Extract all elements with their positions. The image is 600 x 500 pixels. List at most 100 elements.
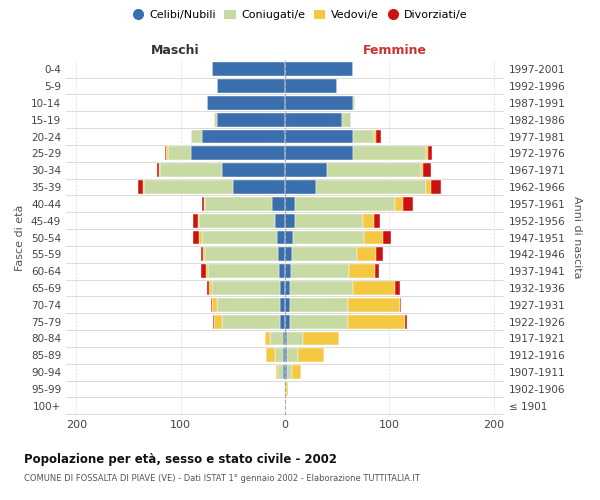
Bar [431, 180, 442, 194]
Bar [280, 314, 285, 328]
Bar [275, 348, 283, 362]
Bar [353, 146, 426, 160]
Bar [213, 314, 214, 328]
Bar [202, 197, 203, 210]
Bar [353, 96, 355, 110]
Bar [327, 164, 421, 177]
Bar [191, 146, 285, 160]
Bar [291, 264, 349, 278]
Bar [285, 382, 286, 396]
Bar [353, 281, 395, 295]
Bar [285, 79, 337, 93]
Bar [426, 180, 431, 194]
Bar [278, 248, 285, 261]
Bar [266, 348, 275, 362]
Bar [287, 348, 298, 362]
Bar [265, 332, 271, 345]
Bar [212, 62, 285, 76]
Bar [202, 130, 285, 143]
Bar [208, 264, 279, 278]
Y-axis label: Fasce di età: Fasce di età [16, 204, 25, 270]
Bar [200, 248, 203, 261]
Bar [283, 348, 285, 362]
Bar [285, 314, 290, 328]
Bar [143, 180, 144, 194]
Bar [212, 298, 217, 312]
Bar [287, 332, 303, 345]
Bar [285, 96, 353, 110]
Bar [295, 214, 363, 228]
Bar [290, 281, 353, 295]
Bar [316, 180, 426, 194]
Bar [203, 197, 205, 210]
Bar [374, 130, 376, 143]
Bar [285, 180, 316, 194]
Bar [275, 214, 285, 228]
Bar [285, 146, 353, 160]
Bar [285, 281, 290, 295]
Bar [285, 214, 295, 228]
Bar [283, 365, 285, 379]
Bar [168, 146, 191, 160]
Bar [191, 130, 202, 143]
Bar [285, 62, 353, 76]
Bar [285, 197, 295, 210]
Bar [277, 230, 285, 244]
Bar [428, 146, 432, 160]
Bar [200, 264, 206, 278]
Bar [272, 197, 285, 210]
Bar [285, 248, 292, 261]
Bar [374, 264, 379, 278]
Bar [138, 180, 143, 194]
Bar [403, 197, 413, 210]
Legend: Celibi/Nubili, Coniugati/e, Vedovi/e, Divorziati/e: Celibi/Nubili, Coniugati/e, Vedovi/e, Di… [128, 6, 472, 25]
Bar [349, 264, 374, 278]
Bar [199, 214, 275, 228]
Bar [217, 298, 280, 312]
Bar [285, 164, 327, 177]
Bar [279, 264, 285, 278]
Bar [212, 281, 280, 295]
Bar [275, 365, 278, 379]
Bar [285, 348, 287, 362]
Bar [217, 113, 285, 126]
Bar [157, 164, 159, 177]
Bar [285, 298, 290, 312]
Bar [211, 298, 212, 312]
Bar [374, 214, 380, 228]
Bar [287, 365, 292, 379]
Bar [223, 314, 280, 328]
Bar [207, 96, 285, 110]
Bar [193, 230, 199, 244]
Bar [193, 214, 199, 228]
Bar [214, 113, 217, 126]
Y-axis label: Anni di nascita: Anni di nascita [572, 196, 582, 279]
Bar [159, 164, 160, 177]
Bar [217, 79, 285, 93]
Bar [285, 130, 353, 143]
Bar [286, 382, 288, 396]
Bar [285, 332, 287, 345]
Bar [298, 348, 323, 362]
Bar [214, 314, 223, 328]
Text: COMUNE DI FOSSALTA DI PIAVE (VE) - Dati ISTAT 1° gennaio 2002 - Elaborazione TUT: COMUNE DI FOSSALTA DI PIAVE (VE) - Dati … [24, 474, 420, 483]
Bar [353, 130, 374, 143]
Text: Femmine: Femmine [362, 44, 427, 58]
Bar [285, 113, 343, 126]
Bar [280, 298, 285, 312]
Bar [283, 332, 285, 345]
Bar [421, 164, 422, 177]
Bar [285, 365, 287, 379]
Bar [206, 264, 208, 278]
Bar [202, 230, 277, 244]
Bar [160, 164, 223, 177]
Bar [280, 281, 285, 295]
Bar [166, 146, 168, 160]
Bar [278, 365, 283, 379]
Bar [347, 298, 400, 312]
Bar [292, 365, 301, 379]
Bar [290, 314, 347, 328]
Bar [209, 281, 212, 295]
Bar [376, 130, 381, 143]
Bar [357, 248, 376, 261]
